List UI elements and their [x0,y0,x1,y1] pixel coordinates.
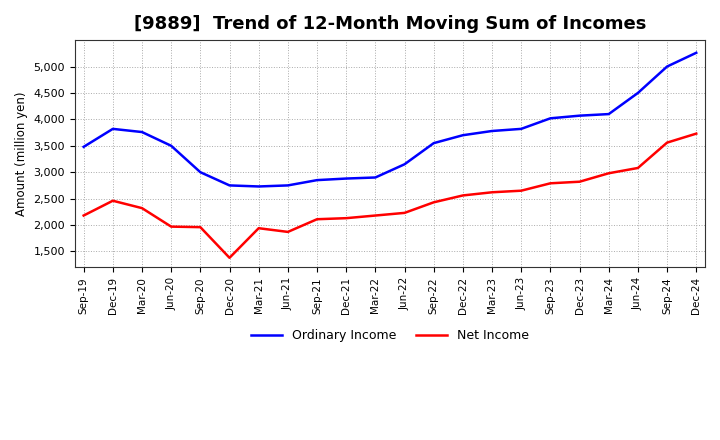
Ordinary Income [167,143,176,148]
Net Income [371,213,379,218]
Ordinary Income [662,64,671,69]
Net Income [196,224,204,230]
Net Income [692,131,701,136]
Ordinary Income [400,161,409,167]
Title: [9889]  Trend of 12-Month Moving Sum of Incomes: [9889] Trend of 12-Month Moving Sum of I… [134,15,646,33]
Net Income [517,188,526,193]
Ordinary Income [284,183,292,188]
Legend: Ordinary Income, Net Income: Ordinary Income, Net Income [246,324,534,348]
Net Income [138,205,146,211]
Net Income [487,190,496,195]
Net Income [254,226,263,231]
Ordinary Income [487,128,496,134]
Net Income [575,179,584,184]
Ordinary Income [546,116,554,121]
Net Income [662,140,671,145]
Net Income [79,213,88,218]
Ordinary Income [138,129,146,135]
Net Income [604,171,613,176]
Ordinary Income [692,50,701,55]
Ordinary Income [109,126,117,132]
Ordinary Income [254,184,263,189]
Ordinary Income [429,140,438,146]
Net Income [225,255,234,260]
Ordinary Income [459,132,467,138]
Ordinary Income [312,177,321,183]
Line: Ordinary Income: Ordinary Income [84,53,696,187]
Ordinary Income [79,144,88,150]
Net Income [429,200,438,205]
Ordinary Income [575,113,584,118]
Net Income [109,198,117,203]
Net Income [167,224,176,229]
Net Income [634,165,642,171]
Ordinary Income [604,111,613,117]
Net Income [400,210,409,216]
Line: Net Income: Net Income [84,134,696,258]
Y-axis label: Amount (million yen): Amount (million yen) [15,92,28,216]
Net Income [342,216,351,221]
Ordinary Income [342,176,351,181]
Ordinary Income [196,169,204,175]
Net Income [546,181,554,186]
Ordinary Income [225,183,234,188]
Net Income [284,229,292,235]
Net Income [312,216,321,222]
Ordinary Income [634,90,642,95]
Net Income [459,193,467,198]
Ordinary Income [517,126,526,132]
Ordinary Income [371,175,379,180]
